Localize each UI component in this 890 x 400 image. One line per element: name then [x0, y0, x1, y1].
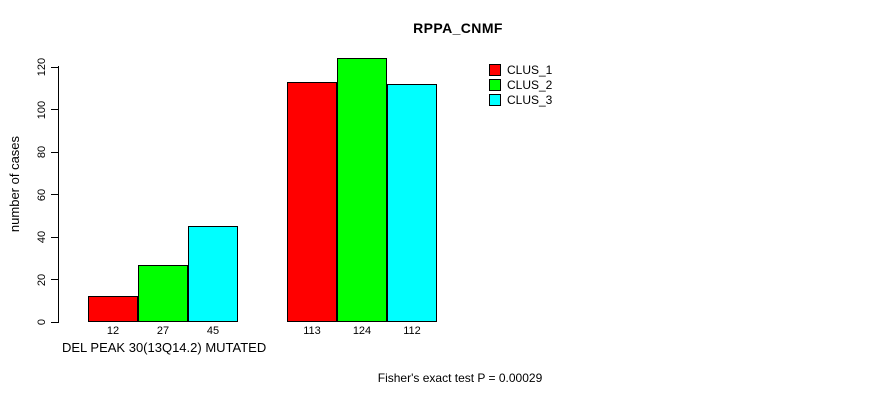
legend-item-clus_3: CLUS_3: [489, 94, 552, 106]
y-tick-mark: [51, 279, 58, 280]
y-axis-title: number of cases: [7, 135, 22, 233]
y-tick-label: 80: [36, 145, 48, 159]
legend-item-clus_2: CLUS_2: [489, 79, 552, 91]
bar-value-label: 112: [403, 325, 421, 337]
bar-clus_3-group2: [387, 84, 437, 322]
y-tick-label: 60: [36, 188, 48, 201]
bar-clus_2-group1: [138, 265, 188, 322]
legend-label: CLUS_1: [507, 63, 553, 77]
legend-swatch-icon: [489, 64, 501, 76]
bar-value-label: 113: [303, 325, 321, 337]
legend-label: CLUS_3: [507, 93, 553, 107]
y-tick-mark: [51, 109, 58, 110]
y-tick-mark: [51, 236, 58, 238]
bar-value-label: 124: [352, 325, 372, 337]
bar-value-label: 45: [206, 325, 220, 337]
bar-clus_1-group1: [88, 296, 138, 322]
bar-clus_1-group2: [287, 82, 337, 322]
y-tick-mark: [51, 194, 58, 195]
legend-label: CLUS_2: [507, 78, 553, 92]
y-tick-label: 0: [36, 318, 48, 326]
y-tick-label: 20: [36, 273, 48, 286]
y-tick-mark: [51, 321, 58, 323]
legend: CLUS_1 CLUS_2 CLUS_3: [489, 64, 552, 109]
legend-swatch-icon: [489, 94, 501, 106]
bar-value-label: 12: [106, 325, 120, 337]
bar-value-label: 27: [156, 325, 170, 337]
y-tick-mark: [51, 66, 58, 68]
y-tick-label: 120: [36, 57, 48, 77]
y-tick-mark: [51, 151, 58, 153]
y-axis-line: [58, 66, 59, 323]
legend-swatch-icon: [489, 79, 501, 91]
y-tick-label: 100: [36, 100, 48, 119]
x-axis-title: DEL PEAK 30(13Q14.2) MUTATED: [62, 340, 267, 355]
chart-title: RPPA_CNMF: [413, 20, 503, 36]
bar-clus_2-group2: [337, 58, 387, 322]
bar-clus_3-group1: [188, 226, 238, 322]
annotation-fisher-test: Fisher's exact test P = 0.00029: [377, 371, 543, 385]
legend-item-clus_1: CLUS_1: [489, 64, 552, 76]
y-tick-label: 40: [36, 230, 48, 244]
